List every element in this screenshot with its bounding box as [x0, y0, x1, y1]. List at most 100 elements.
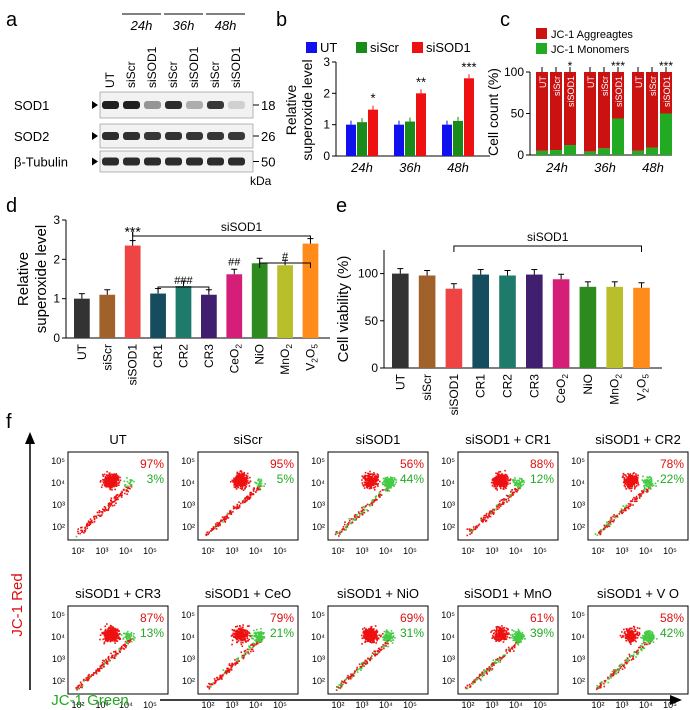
- f-dot: [246, 472, 249, 475]
- f-dot: [513, 646, 516, 649]
- f-dot: [358, 516, 360, 519]
- f-dot: [649, 481, 652, 483]
- f-dot: [508, 499, 510, 502]
- f-red-percent: 88%: [530, 457, 554, 471]
- f-dot: [511, 488, 514, 491]
- f-dot: [258, 632, 261, 634]
- f-dot: [213, 677, 216, 680]
- f-dot: [239, 627, 242, 630]
- f-dot: [253, 643, 256, 645]
- f-dot: [370, 487, 373, 489]
- f-dot: [104, 484, 106, 486]
- f-dot: [107, 474, 110, 477]
- f-dot: [643, 480, 645, 482]
- f-dot: [378, 496, 381, 498]
- f-dot: [478, 673, 481, 676]
- f-dot: [632, 479, 635, 482]
- f-dot: [491, 663, 493, 666]
- f-dot: [519, 637, 522, 640]
- f-dot: [368, 487, 371, 490]
- f-dot: [472, 683, 474, 685]
- f-dot: [504, 480, 506, 483]
- f-dot: [95, 670, 97, 673]
- f-dot: [232, 507, 235, 509]
- f-dot: [105, 635, 107, 638]
- f-dot: [497, 626, 499, 628]
- f-dot: [379, 480, 381, 483]
- d-bar: [124, 245, 141, 338]
- f-dot: [109, 637, 112, 640]
- f-dot: [363, 506, 366, 509]
- f-dot: [499, 505, 502, 507]
- f-dot: [378, 492, 381, 494]
- f-dot: [121, 491, 124, 493]
- e-bar: [552, 279, 570, 368]
- f-dot: [371, 501, 374, 504]
- f-dot: [482, 520, 484, 522]
- f-dot: [363, 627, 366, 629]
- f-dot: [377, 482, 379, 485]
- f-dot: [392, 479, 395, 481]
- f-dot: [241, 476, 244, 479]
- f-dot: [124, 636, 126, 638]
- f-dot: [221, 519, 224, 522]
- f-dot: [106, 661, 109, 663]
- f-dot: [114, 642, 116, 644]
- f-dot: [114, 481, 117, 483]
- f-dot: [104, 625, 107, 628]
- f-dot: [627, 506, 629, 509]
- f-dot: [497, 482, 500, 485]
- f-dot: [371, 476, 374, 479]
- f-dot: [108, 503, 111, 506]
- f-dot: [518, 639, 521, 641]
- f-dot: [513, 639, 516, 642]
- f-dot: [246, 477, 249, 480]
- f-dot: [366, 662, 369, 665]
- f-y-tick-label: 10²: [182, 522, 195, 532]
- f-dot: [241, 501, 244, 504]
- f-dot: [489, 515, 492, 518]
- blot-band: [207, 101, 224, 109]
- f-dot: [496, 657, 499, 660]
- b-y-tick-label: 0: [323, 149, 330, 163]
- f-dot: [612, 520, 615, 523]
- f-dot: [238, 504, 241, 507]
- f-dot: [255, 640, 257, 643]
- f-plot-frame: [327, 451, 429, 541]
- f-dot: [370, 480, 372, 483]
- b-ylabel-2: superoxide level: [299, 59, 315, 160]
- f-dot: [607, 523, 610, 525]
- f-dot: [232, 505, 235, 508]
- f-dot: [237, 477, 240, 480]
- f-dot: [244, 481, 246, 483]
- f-dot: [233, 636, 236, 638]
- f-dot: [108, 485, 110, 487]
- f-dot: [485, 519, 488, 522]
- f-dot: [233, 479, 235, 482]
- f-dot: [501, 635, 504, 637]
- f-dot: [363, 487, 366, 489]
- f-dot: [113, 497, 116, 499]
- f-dot: [635, 477, 637, 479]
- f-x-tick-label: 10⁴: [639, 546, 653, 556]
- f-dot: [634, 481, 636, 484]
- f-dot: [245, 474, 247, 476]
- f-plot-title: siSOD1 + CR1: [465, 432, 551, 447]
- f-dot: [346, 524, 348, 526]
- f-dot: [111, 634, 114, 637]
- f-dot: [357, 516, 359, 518]
- f-dot: [631, 498, 634, 501]
- f-dot: [249, 476, 251, 479]
- f-dot: [237, 480, 239, 483]
- f-dot: [106, 482, 108, 484]
- f-dot: [113, 632, 116, 635]
- f-dot: [111, 638, 114, 640]
- f-dot: [509, 648, 511, 651]
- f-dot: [223, 520, 226, 522]
- f-dot: [341, 684, 343, 686]
- f-dot: [380, 494, 383, 496]
- f-dot: [513, 480, 516, 482]
- f-dot: [228, 670, 231, 672]
- f-dot: [252, 645, 255, 647]
- f-dot: [503, 654, 505, 657]
